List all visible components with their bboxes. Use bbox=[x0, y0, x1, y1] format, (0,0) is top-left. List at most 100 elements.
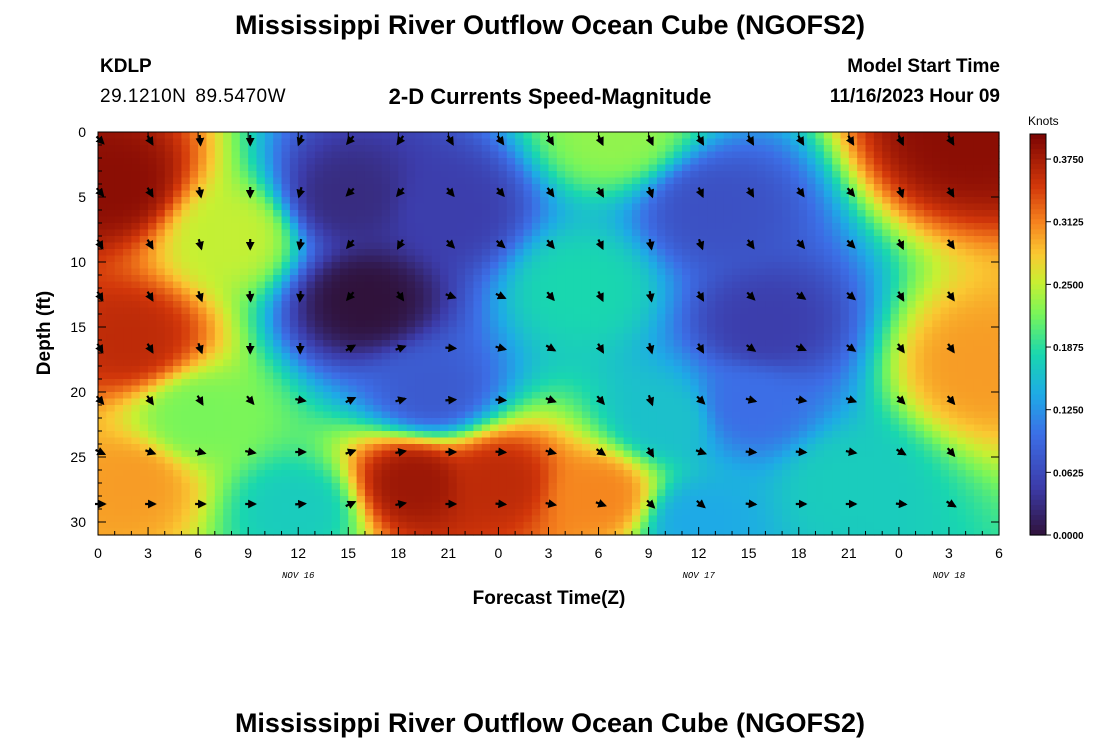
heatmap-cell bbox=[890, 327, 900, 335]
heatmap-cell bbox=[273, 138, 283, 146]
heatmap-cell bbox=[640, 327, 650, 335]
heatmap-cell bbox=[565, 216, 575, 224]
heatmap-cell bbox=[423, 229, 433, 237]
heatmap-cell bbox=[823, 385, 833, 393]
heatmap-cell bbox=[648, 424, 658, 432]
heatmap-cell bbox=[748, 132, 758, 140]
heatmap-cell bbox=[757, 346, 766, 354]
heatmap-cell bbox=[773, 164, 783, 172]
heatmap-cell bbox=[181, 197, 191, 205]
heatmap-cell bbox=[606, 405, 616, 413]
heatmap-cell bbox=[790, 171, 800, 179]
heatmap-cell bbox=[264, 229, 274, 237]
heatmap-cell bbox=[581, 210, 591, 218]
heatmap-cell bbox=[364, 405, 374, 413]
station-latitude: 29.1210N bbox=[100, 86, 187, 107]
heatmap-cell bbox=[440, 294, 449, 302]
heatmap-cell bbox=[907, 216, 917, 224]
heatmap-cell bbox=[782, 379, 792, 387]
heatmap-cell bbox=[248, 320, 258, 328]
heatmap-cell bbox=[273, 249, 283, 257]
heatmap-cell bbox=[448, 275, 458, 283]
heatmap-cell bbox=[740, 379, 750, 387]
heatmap-cell bbox=[415, 184, 424, 192]
heatmap-cell bbox=[723, 216, 733, 224]
heatmap-cell bbox=[732, 262, 741, 270]
heatmap-cell bbox=[273, 333, 283, 341]
heatmap-cell bbox=[139, 255, 149, 263]
heatmap-cell bbox=[356, 281, 366, 289]
heatmap-cell bbox=[790, 203, 800, 211]
heatmap-cell bbox=[740, 307, 750, 315]
heatmap-cell bbox=[156, 294, 166, 302]
heatmap-cell bbox=[782, 294, 792, 302]
heatmap-cell bbox=[673, 288, 683, 296]
heatmap-cell bbox=[323, 320, 333, 328]
heatmap-cell bbox=[815, 177, 825, 185]
heatmap-cell bbox=[615, 320, 625, 328]
heatmap-cell bbox=[656, 405, 666, 413]
heatmap-cell bbox=[915, 424, 925, 432]
heatmap-cell bbox=[773, 281, 783, 289]
heatmap-cell bbox=[448, 184, 458, 192]
heatmap-cell bbox=[498, 359, 508, 367]
heatmap-cell bbox=[131, 184, 141, 192]
heatmap-cell bbox=[456, 190, 466, 198]
heatmap-cell bbox=[798, 320, 808, 328]
heatmap-cell bbox=[381, 216, 391, 224]
heatmap-cell bbox=[748, 359, 758, 367]
heatmap-cell bbox=[848, 405, 858, 413]
heatmap-cell bbox=[523, 171, 533, 179]
heatmap-cell bbox=[456, 249, 466, 257]
heatmap-cell bbox=[656, 424, 666, 432]
heatmap-cell bbox=[848, 385, 858, 393]
heatmap-cell bbox=[957, 255, 967, 263]
heatmap-cell bbox=[181, 281, 191, 289]
heatmap-cell bbox=[915, 366, 925, 374]
heatmap-cell bbox=[631, 138, 641, 146]
heatmap-cell bbox=[790, 177, 800, 185]
heatmap-cell bbox=[923, 177, 933, 185]
heatmap-cell bbox=[798, 203, 808, 211]
heatmap-cell bbox=[615, 197, 625, 205]
heatmap-cell bbox=[773, 405, 783, 413]
heatmap-cell bbox=[248, 405, 258, 413]
heatmap-cell bbox=[865, 242, 875, 250]
heatmap-cell bbox=[940, 171, 950, 179]
heatmap-cell bbox=[548, 249, 558, 257]
heatmap-cell bbox=[990, 236, 1000, 244]
heatmap-cell bbox=[757, 424, 766, 432]
heatmap-cell bbox=[615, 288, 625, 296]
heatmap-cell bbox=[531, 158, 541, 166]
heatmap-cell bbox=[364, 151, 374, 159]
heatmap-cell bbox=[565, 385, 575, 393]
heatmap-cell bbox=[298, 171, 308, 179]
heatmap-cell bbox=[540, 236, 550, 244]
heatmap-cell bbox=[473, 320, 483, 328]
heatmap-cell bbox=[606, 158, 616, 166]
station-coordinates: 29.1210N 89.5470W bbox=[100, 86, 295, 108]
heatmap-cell bbox=[106, 164, 116, 172]
heatmap-cell bbox=[456, 197, 466, 205]
heatmap-cell bbox=[815, 281, 825, 289]
heatmap-cell bbox=[890, 366, 900, 374]
heatmap-cell bbox=[573, 229, 583, 237]
heatmap-cell bbox=[131, 138, 141, 146]
heatmap-cell bbox=[181, 138, 191, 146]
heatmap-cell bbox=[631, 229, 641, 237]
heatmap-cell bbox=[923, 190, 933, 198]
heatmap-cell bbox=[556, 424, 566, 432]
heatmap-cell bbox=[882, 203, 892, 211]
heatmap-cell bbox=[848, 372, 858, 380]
heatmap-cell bbox=[389, 171, 399, 179]
heatmap-cell bbox=[431, 281, 441, 289]
heatmap-cell bbox=[598, 145, 608, 153]
heatmap-cell bbox=[798, 210, 808, 218]
heatmap-cell bbox=[848, 307, 858, 315]
heatmap-cell bbox=[431, 340, 441, 348]
heatmap-cell bbox=[356, 405, 366, 413]
heatmap-cell bbox=[264, 268, 274, 276]
heatmap-cell bbox=[948, 307, 958, 315]
heatmap-cell bbox=[456, 424, 466, 432]
heatmap-cell bbox=[298, 262, 308, 270]
